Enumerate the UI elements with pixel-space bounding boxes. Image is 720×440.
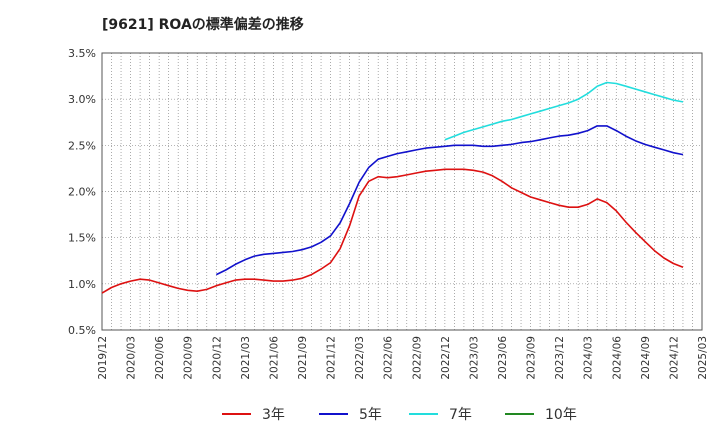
- legend-label: 3年: [262, 407, 285, 423]
- legend-label: 5年: [359, 407, 382, 423]
- x-tick-label: 2021/12: [326, 336, 338, 380]
- x-tick-label: 2019/12: [97, 336, 109, 380]
- x-tick-label: 2020/06: [154, 336, 166, 380]
- x-tick-label: 2021/06: [268, 336, 280, 380]
- series-line: [101, 168, 684, 294]
- series-line: [444, 81, 684, 141]
- x-tick-label: 2021/03: [240, 336, 252, 380]
- x-tick-label: 2022/12: [440, 336, 452, 380]
- y-tick-label: 1.5%: [68, 232, 96, 245]
- x-tick-label: 2020/12: [211, 336, 223, 380]
- x-tick-label: 2022/06: [383, 336, 395, 380]
- x-tick-label: 2024/06: [611, 336, 623, 380]
- x-tick-label: 2020/03: [126, 336, 138, 380]
- y-tick-label: 2.5%: [68, 139, 96, 152]
- x-tick-label: 2023/03: [468, 336, 480, 380]
- y-tick-label: 2.0%: [68, 186, 96, 199]
- x-tick-label: 2024/03: [583, 336, 595, 380]
- y-tick-label: 3.0%: [68, 93, 96, 106]
- x-tick-label: 2023/09: [526, 336, 538, 380]
- x-tick-label: 2023/12: [554, 336, 566, 380]
- x-tick-label: 2022/03: [354, 336, 366, 380]
- x-tick-label: 2024/12: [668, 336, 680, 380]
- x-tick-label: 2024/09: [640, 336, 652, 380]
- legend-label: 10年: [545, 407, 577, 423]
- x-tick-label: 2022/09: [411, 336, 423, 380]
- x-tick-label: 2025/03: [697, 336, 709, 380]
- series-line: [215, 125, 684, 276]
- legend-label: 7年: [449, 407, 472, 423]
- x-tick-label: 2021/09: [297, 336, 309, 380]
- plot-frame: [101, 52, 703, 331]
- x-tick-label: 2023/06: [497, 336, 509, 380]
- x-tick-label: 2020/09: [183, 336, 195, 380]
- y-tick-label: 0.5%: [68, 324, 96, 337]
- y-tick-label: 1.0%: [68, 278, 96, 291]
- y-tick-label: 3.5%: [68, 47, 96, 60]
- chart-title: [9621] ROAの標準偏差の推移: [102, 17, 304, 33]
